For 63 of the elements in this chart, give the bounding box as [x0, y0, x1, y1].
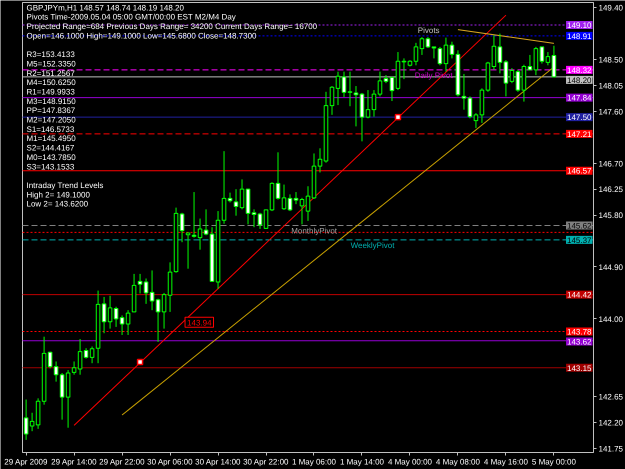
y-tick-label: 145.80 [598, 211, 624, 220]
annotation: WeeklyPivot [350, 240, 396, 250]
annotation: Low 2= 143.6200 [26, 200, 89, 209]
annotation: S1=146.5733 [26, 124, 75, 134]
x-tick-label: 29 Apr 2009 [4, 458, 48, 466]
annotation: MonthlyPivot [291, 226, 338, 236]
ref-line-label: 143.78 [567, 328, 592, 336]
ref-line-label: 148.91 [567, 32, 592, 41]
chart-title: GBPJPYm,H1 148.57 148.74 148.19 148.20 [26, 3, 184, 12]
ref-line-label: 149.10 [567, 20, 592, 30]
annotation: M3=148.9150 [26, 96, 76, 106]
annotation: S3=143.1533 [26, 162, 75, 172]
y-tick-label: 142.20 [598, 418, 624, 428]
annotation: M5=152.3350 [26, 59, 76, 68]
annotation: Open=146.1000 High=149.1000 Low=145.6800 Close=148.7300 [26, 31, 258, 40]
ref-line-label: 143.62 [567, 337, 592, 346]
ref-line-label: 147.84 [567, 94, 592, 103]
y-tick-label: 148.50 [598, 56, 624, 65]
x-tick-label: 4 May 08:00 [436, 458, 481, 466]
annotation: High 2= 149.1000 [26, 190, 90, 200]
annotation: PP=147.8367 [26, 106, 76, 116]
x-tick-label: 29 Apr 14:00 [51, 458, 98, 466]
y-tick-label: 147.60 [598, 107, 624, 116]
x-tick-label: 30 Apr 14:00 [195, 458, 242, 466]
annotation: R1=149.9933 [26, 87, 76, 96]
ref-line-label: 143.15 [567, 364, 592, 373]
ref-line-label: 144.42 [567, 290, 592, 300]
annotation: M1=145.4950 [26, 134, 76, 144]
x-tick-label: 1 May 06:00 [292, 458, 337, 466]
ref-line-label: 148.32 [567, 66, 592, 75]
x-tick-label: 30 Apr 06:00 [147, 458, 194, 466]
ref-line-label: 145.62 [567, 221, 592, 230]
text: Pivots Time-2009.05.04 05:00 GMT/00:00 EST M2/M4 Day [26, 12, 236, 22]
annotation: 143.94 [187, 318, 212, 328]
ref-line-label: 146.57 [567, 166, 592, 176]
y-tick-label: 146.70 [598, 159, 624, 168]
x-tick-label: 4 May 16:00 [484, 458, 528, 466]
y-tick-label: 141.75 [598, 444, 624, 454]
x-tick-label: 4 May 00:00 [388, 458, 433, 466]
annotation: R3=153.4133 [26, 50, 76, 60]
y-tick-label: 142.65 [598, 392, 624, 402]
annotation: M0=143.7850 [26, 152, 76, 162]
y-tick-label: 144.00 [598, 314, 624, 324]
y-tick-label: 148.05 [598, 81, 624, 90]
annotation: Projected Range=684 Previous Days Range= 34200 Current Days Range= 16700 [26, 22, 318, 31]
annotation: Pivots [418, 26, 440, 35]
candlestick [186, 232, 190, 270]
y-tick-label: 149.40 [598, 4, 624, 13]
annotation: S2=144.4167 [26, 144, 75, 153]
annotation: M4=150.6250 [26, 78, 76, 88]
x-tick-label: 1 May 14:00 [340, 458, 385, 466]
ref-line-label: 147.50 [567, 113, 592, 122]
y-tick-label: 144.90 [598, 262, 624, 272]
ref-line-label: 148.20 [567, 76, 592, 85]
annotation: R2=151.2567 [26, 68, 76, 78]
ref-line-label: 147.21 [567, 130, 592, 139]
x-tick-label: 5 May 00:00 [532, 458, 576, 466]
x-tick-label: 30 Apr 22:00 [243, 458, 290, 466]
ref-line-label: 145.37 [567, 236, 592, 245]
annotation: Intraday Trend Levels [26, 180, 104, 190]
annotation: M2=147.2050 [26, 116, 76, 124]
x-tick-label: 29 Apr 22:00 [99, 458, 146, 466]
y-tick-label: 146.25 [598, 185, 624, 194]
